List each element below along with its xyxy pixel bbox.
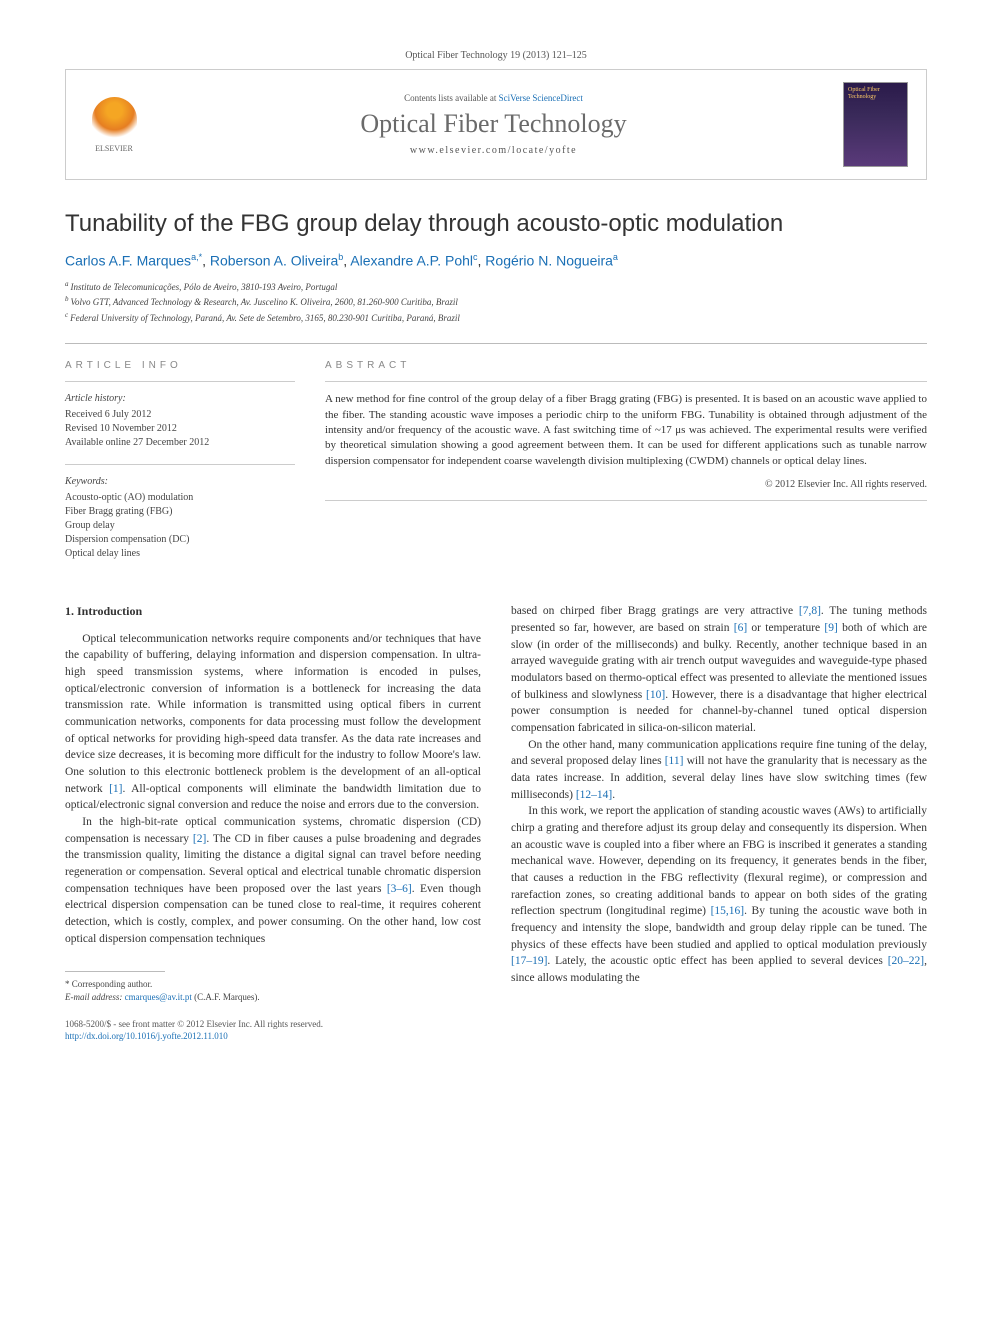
- abstract-copyright: © 2012 Elsevier Inc. All rights reserved…: [325, 479, 927, 490]
- journal-header: ELSEVIER Contents lists available at Sci…: [65, 69, 927, 180]
- online-date: Available online 27 December 2012: [65, 437, 209, 448]
- keyword: Group delay: [65, 520, 115, 531]
- email-label: E-mail address:: [65, 992, 122, 1002]
- affiliation: aInstituto de Telecomunicações, Pólo de …: [65, 279, 927, 295]
- front-matter-meta: 1068-5200/$ - see front matter © 2012 El…: [65, 1018, 481, 1043]
- email-author-name: (C.A.F. Marques).: [194, 992, 260, 1002]
- keyword: Dispersion compensation (DC): [65, 534, 189, 545]
- author-list: Carlos A.F. Marquesa,*, Roberson A. Oliv…: [65, 252, 927, 269]
- author-link[interactable]: Roberson A. Oliveira: [210, 253, 338, 269]
- keywords-block: Keywords: Acousto-optic (AO) modulation …: [65, 475, 295, 561]
- divider: [325, 381, 927, 382]
- keyword: Fiber Bragg grating (FBG): [65, 506, 173, 517]
- paragraph: In the high-bit-rate optical communicati…: [65, 814, 481, 947]
- received-date: Received 6 July 2012: [65, 409, 151, 420]
- elsevier-tree-icon: [92, 97, 137, 142]
- divider: [325, 500, 927, 501]
- left-column: 1. Introduction Optical telecommunicatio…: [65, 603, 481, 1043]
- keyword: Optical delay lines: [65, 548, 140, 559]
- article-title: Tunability of the FBG group delay throug…: [65, 210, 927, 238]
- journal-homepage-url: www.elsevier.com/locate/yofte: [144, 145, 843, 156]
- body-text: 1. Introduction Optical telecommunicatio…: [65, 603, 927, 1043]
- right-column: based on chirped fiber Bragg gratings ar…: [511, 603, 927, 1043]
- journal-cover-thumbnail: Optical Fiber Technology: [843, 82, 908, 167]
- keywords-label: Keywords:: [65, 475, 295, 489]
- contents-prefix: Contents lists available at: [404, 93, 498, 103]
- corr-author-label: * Corresponding author.: [65, 978, 481, 991]
- elsevier-logo: ELSEVIER: [84, 90, 144, 160]
- paragraph: based on chirped fiber Bragg gratings ar…: [511, 603, 927, 736]
- affiliation: cFederal University of Technology, Paran…: [65, 310, 927, 326]
- author-link[interactable]: Carlos A.F. Marques: [65, 253, 191, 269]
- sciencedirect-link[interactable]: SciVerse ScienceDirect: [499, 93, 583, 103]
- author-mark: c: [473, 252, 478, 262]
- doi-link[interactable]: http://dx.doi.org/10.1016/j.yofte.2012.1…: [65, 1031, 228, 1041]
- author-link[interactable]: Rogério N. Nogueira: [485, 253, 613, 269]
- article-info-label: ARTICLE INFO: [65, 360, 295, 371]
- elsevier-label: ELSEVIER: [95, 144, 133, 153]
- author-mark: a,*: [191, 252, 202, 262]
- divider: [65, 464, 295, 465]
- front-matter-line: 1068-5200/$ - see front matter © 2012 El…: [65, 1018, 481, 1031]
- affiliations: aInstituto de Telecomunicações, Pólo de …: [65, 279, 927, 326]
- journal-title: Optical Fiber Technology: [144, 109, 843, 139]
- paragraph: On the other hand, many communication ap…: [511, 737, 927, 804]
- affiliation: bVolvo GTT, Advanced Technology & Resear…: [65, 294, 927, 310]
- journal-reference: Optical Fiber Technology 19 (2013) 121–1…: [65, 50, 927, 61]
- corresponding-author-footnote: * Corresponding author. E-mail address: …: [65, 978, 481, 1003]
- abstract-text: A new method for fine control of the gro…: [325, 392, 927, 469]
- revised-date: Revised 10 November 2012: [65, 423, 177, 434]
- paragraph: In this work, we report the application …: [511, 803, 927, 986]
- section-heading: 1. Introduction: [65, 603, 481, 620]
- history-label: Article history:: [65, 392, 295, 406]
- author-mark: b: [338, 252, 343, 262]
- author-mark: a: [613, 252, 618, 262]
- cover-label: Optical Fiber Technology: [848, 87, 907, 100]
- email-link[interactable]: cmarques@av.it.pt: [125, 992, 192, 1002]
- paragraph: Optical telecommunication networks requi…: [65, 631, 481, 814]
- keyword: Acousto-optic (AO) modulation: [65, 492, 193, 503]
- author-link[interactable]: Alexandre A.P. Pohl: [350, 253, 473, 269]
- contents-list-line: Contents lists available at SciVerse Sci…: [144, 93, 843, 103]
- abstract-label: ABSTRACT: [325, 360, 927, 371]
- article-history: Article history: Received 6 July 2012 Re…: [65, 392, 295, 450]
- footnote-separator: [65, 971, 165, 972]
- divider: [65, 381, 295, 382]
